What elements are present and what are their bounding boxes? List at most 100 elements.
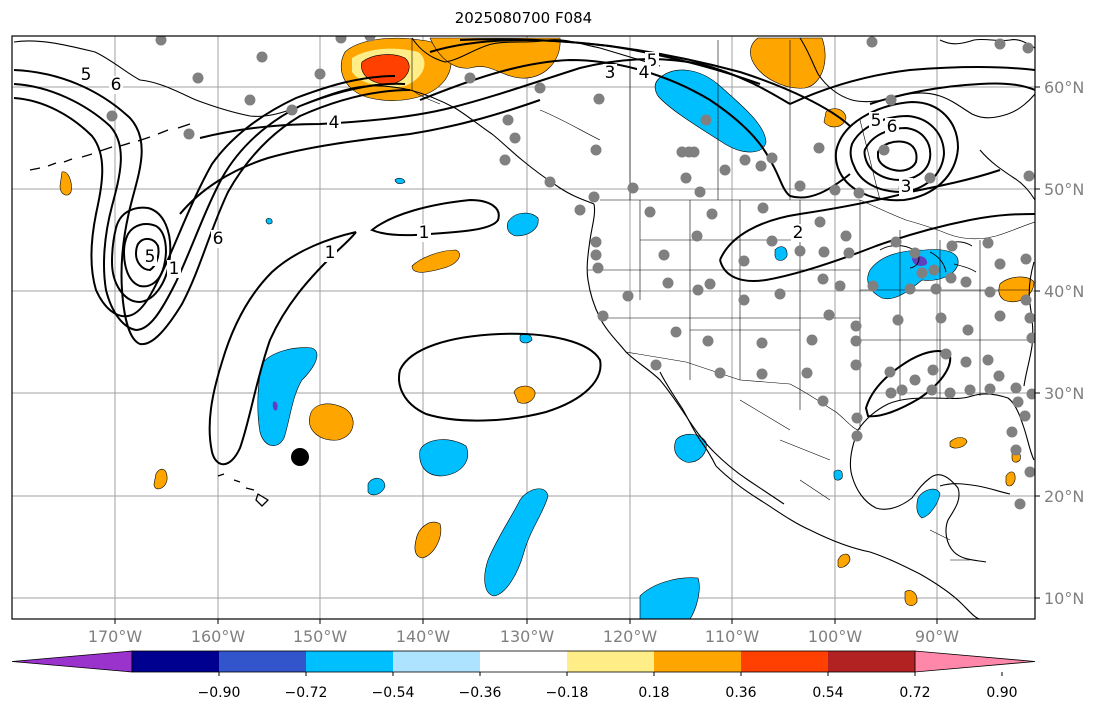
station-dot [106, 110, 118, 122]
station-dot [840, 230, 852, 242]
contour-label: 5 [81, 65, 92, 85]
contour-1-band [208, 231, 357, 466]
station-dot [680, 172, 692, 184]
colorbar-segment [741, 651, 829, 672]
contour-3-east-b [719, 213, 1035, 282]
station-dot [755, 160, 767, 172]
station-dot [829, 184, 841, 196]
station-dot [817, 395, 829, 407]
station-dot [1014, 498, 1026, 510]
coast-aleutians [29, 123, 191, 171]
station-dot [853, 187, 865, 199]
station-dot [756, 337, 768, 349]
anomaly-patch-mex [837, 553, 851, 568]
contour-label: 4 [639, 63, 650, 83]
station-dot [622, 290, 634, 302]
station-dot [867, 280, 879, 292]
station-dot [719, 164, 731, 176]
contour-label: 2 [793, 223, 804, 243]
contour-label-bg [109, 76, 123, 94]
contour-high-1 [834, 100, 960, 202]
contour-east-outer [789, 66, 1035, 105]
station-dot [1019, 410, 1031, 422]
station-dot [982, 354, 994, 366]
anomaly-patch-great-lakes-purple [912, 256, 928, 266]
colorbar-tick-label: −0.18 [546, 685, 589, 701]
anomaly-patch-nebraska [774, 246, 788, 261]
station-dot [850, 335, 862, 347]
station-dot [757, 202, 769, 214]
station-dot [183, 128, 195, 140]
station-dot [994, 38, 1006, 50]
lat-tick-label: 50°N [1044, 180, 1084, 199]
station-dot [1020, 253, 1032, 265]
coast-labrador [939, 38, 1035, 49]
anomaly-patch-pacific-blue-2-purple [272, 401, 278, 411]
station-dot [993, 370, 1005, 382]
station-dot [544, 176, 556, 188]
station-dot [644, 206, 656, 218]
station-dot [702, 335, 714, 347]
contour-label: 6 [111, 75, 122, 95]
station-dot [509, 132, 521, 144]
station-dot [927, 364, 939, 376]
station-dot [1012, 396, 1024, 408]
anomaly-patch-pacific-1 [411, 249, 460, 273]
station-dot [662, 277, 674, 289]
station-dot [1020, 294, 1032, 306]
contour-label: 5 [871, 111, 882, 131]
contour-label-bg [417, 224, 431, 242]
station-dot [1024, 312, 1035, 324]
station-dot [688, 146, 700, 158]
border-central-am [929, 529, 970, 561]
coast-quebec [979, 149, 1035, 201]
anomaly-patch-sm-blue-3 [265, 218, 273, 225]
station-dot [738, 255, 750, 267]
coast-baja [659, 371, 717, 467]
anomaly-patch-canada-blue [654, 69, 767, 153]
lat-tick-label: 30°N [1044, 384, 1084, 403]
border-mexico-states [739, 399, 831, 501]
coast-hudson [799, 37, 1035, 119]
station-dot [945, 272, 957, 284]
contour-label: 3 [901, 177, 912, 197]
contour-label: 3 [605, 63, 616, 83]
anomaly-patch-gulf-1 [949, 437, 968, 449]
station-dot [851, 430, 863, 442]
contour-3 [419, 58, 851, 199]
contour-1-north [370, 198, 500, 237]
anomaly-patch-yucatan-blue [833, 469, 843, 481]
coast-mexico-south [715, 465, 981, 619]
anomaly-patch-panama [904, 590, 918, 606]
anomaly-patch-hudson [750, 37, 826, 89]
station-dot [885, 387, 897, 399]
contour-label-bg [79, 66, 93, 84]
station-dot [794, 180, 806, 192]
contour-label: 5 [647, 51, 658, 71]
contour-2 [179, 99, 541, 215]
station-dot [916, 267, 928, 279]
station-dot [850, 359, 862, 371]
anomaly-patch-ontario [823, 108, 847, 128]
station-dot [823, 309, 835, 321]
contour-1-south [398, 332, 602, 422]
station-dot [944, 387, 956, 399]
station-dot [244, 94, 256, 106]
lon-tick-label: 160°W [191, 627, 246, 646]
contour-3-east [719, 169, 1001, 261]
station-dot [801, 367, 813, 379]
contour-label: 6 [213, 229, 224, 249]
colorbar-tick-label: 0.90 [986, 685, 1017, 701]
station-dot [314, 68, 326, 80]
station-dot [935, 312, 947, 324]
lon-tick-label: 110°W [705, 627, 760, 646]
coast-west-us [586, 203, 785, 505]
border-us-mexico [625, 351, 859, 431]
border-province-4 [539, 109, 601, 141]
border-us-canada [600, 199, 1035, 240]
anomaly-patch-pacific-blue-5 [484, 488, 549, 597]
contour-label-bg [899, 178, 913, 196]
station-dot [704, 278, 716, 290]
